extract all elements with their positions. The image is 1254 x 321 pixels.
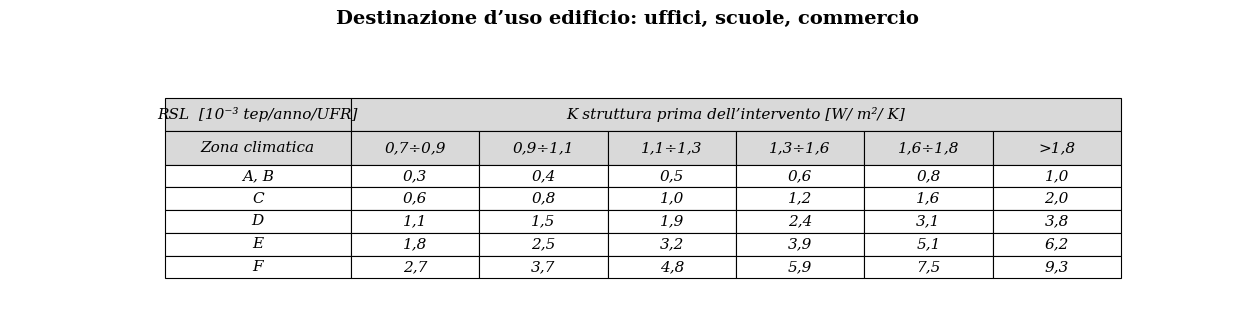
Text: A, B: A, B: [242, 169, 273, 183]
Bar: [736, 210, 864, 233]
Bar: [351, 233, 479, 256]
Text: >1,8: >1,8: [1038, 141, 1075, 155]
Text: F: F: [252, 260, 263, 274]
Bar: [864, 256, 992, 278]
Text: 0,6: 0,6: [403, 192, 428, 206]
Bar: [479, 165, 608, 187]
Text: Destinazione d’uso edificio: uffici, scuole, commercio: Destinazione d’uso edificio: uffici, scu…: [336, 10, 918, 28]
Bar: [164, 233, 351, 256]
Bar: [479, 256, 608, 278]
Text: 3,1: 3,1: [917, 214, 940, 229]
Bar: [864, 210, 992, 233]
Bar: [608, 187, 736, 210]
Text: 7,5: 7,5: [917, 260, 940, 274]
Text: 0,4: 0,4: [532, 169, 556, 183]
Bar: [608, 165, 736, 187]
Text: 0,5: 0,5: [660, 169, 683, 183]
Bar: [992, 131, 1121, 165]
Text: 0,6: 0,6: [788, 169, 813, 183]
Bar: [164, 256, 351, 278]
Text: 0,8: 0,8: [917, 169, 940, 183]
Text: 4,8: 4,8: [660, 260, 683, 274]
Bar: [608, 210, 736, 233]
Bar: [164, 131, 351, 165]
Text: Zona climatica: Zona climatica: [201, 141, 315, 155]
Bar: [164, 98, 351, 131]
Bar: [351, 131, 479, 165]
Text: 0,7÷0,9: 0,7÷0,9: [385, 141, 446, 155]
Bar: [479, 131, 608, 165]
Bar: [479, 210, 608, 233]
Text: 6,2: 6,2: [1045, 237, 1068, 251]
Bar: [351, 98, 1121, 131]
Text: 3,9: 3,9: [788, 237, 813, 251]
Text: 1,3÷1,6: 1,3÷1,6: [769, 141, 831, 155]
Text: 1,0: 1,0: [660, 192, 683, 206]
Text: 2,4: 2,4: [788, 214, 813, 229]
Bar: [736, 233, 864, 256]
Bar: [351, 210, 479, 233]
Text: 1,2: 1,2: [788, 192, 813, 206]
Bar: [992, 187, 1121, 210]
Text: K struttura prima dell’intervento [W/ m²/ K]: K struttura prima dell’intervento [W/ m²…: [567, 107, 905, 122]
Bar: [351, 165, 479, 187]
Text: 1,1÷1,3: 1,1÷1,3: [641, 141, 702, 155]
Text: E: E: [252, 237, 263, 251]
Text: RSL  [10⁻³ tep/anno/UFR]: RSL [10⁻³ tep/anno/UFR]: [158, 107, 357, 122]
Bar: [864, 187, 992, 210]
Text: 0,8: 0,8: [532, 192, 556, 206]
Text: 3,2: 3,2: [660, 237, 683, 251]
Bar: [608, 256, 736, 278]
Bar: [164, 210, 351, 233]
Text: 1,8: 1,8: [403, 237, 428, 251]
Text: 1,9: 1,9: [660, 214, 683, 229]
Text: 1,6: 1,6: [917, 192, 940, 206]
Text: 2,7: 2,7: [403, 260, 428, 274]
Text: C: C: [252, 192, 263, 206]
Bar: [479, 233, 608, 256]
Text: 3,7: 3,7: [532, 260, 556, 274]
Text: 0,9÷1,1: 0,9÷1,1: [513, 141, 574, 155]
Bar: [479, 187, 608, 210]
Bar: [164, 187, 351, 210]
Text: 2,0: 2,0: [1045, 192, 1068, 206]
Bar: [736, 256, 864, 278]
Bar: [736, 131, 864, 165]
Text: 1,0: 1,0: [1045, 169, 1068, 183]
Bar: [864, 233, 992, 256]
Bar: [608, 233, 736, 256]
Text: 3,8: 3,8: [1045, 214, 1068, 229]
Bar: [351, 256, 479, 278]
Bar: [351, 187, 479, 210]
Bar: [736, 165, 864, 187]
Text: 5,1: 5,1: [917, 237, 940, 251]
Text: 1,1: 1,1: [403, 214, 428, 229]
Text: 0,3: 0,3: [403, 169, 428, 183]
Text: 5,9: 5,9: [788, 260, 813, 274]
Bar: [864, 131, 992, 165]
Text: 2,5: 2,5: [532, 237, 556, 251]
Bar: [164, 165, 351, 187]
Bar: [992, 233, 1121, 256]
Bar: [864, 165, 992, 187]
Bar: [608, 131, 736, 165]
Text: 9,3: 9,3: [1045, 260, 1068, 274]
Text: D: D: [252, 214, 263, 229]
Bar: [992, 165, 1121, 187]
Bar: [992, 256, 1121, 278]
Bar: [992, 210, 1121, 233]
Bar: [736, 187, 864, 210]
Text: 1,5: 1,5: [532, 214, 556, 229]
Text: 1,6÷1,8: 1,6÷1,8: [898, 141, 959, 155]
